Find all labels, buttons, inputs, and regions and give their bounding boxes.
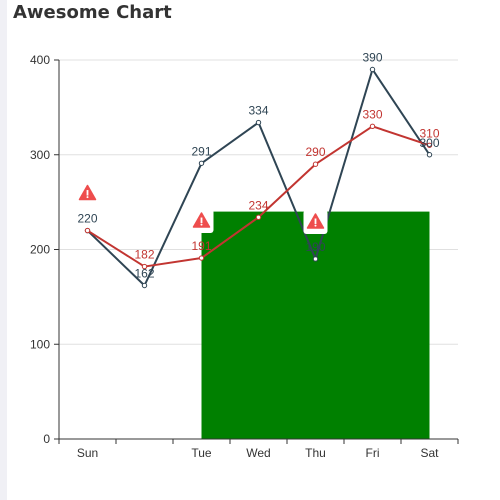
- data-label: 191: [191, 239, 211, 253]
- chart-title: Awesome Chart: [13, 2, 172, 23]
- data-label: 390: [362, 50, 382, 64]
- series-point: [369, 66, 376, 73]
- data-label: 310: [419, 126, 439, 140]
- x-tick-label: Sun: [77, 446, 98, 460]
- data-label: 330: [362, 107, 382, 121]
- series-point: [312, 161, 319, 167]
- mark-area: [201, 211, 430, 439]
- mark-points: [75, 181, 328, 234]
- series-point: [426, 152, 433, 158]
- x-tick-label: Fri: [366, 446, 380, 460]
- series-point: [312, 256, 319, 262]
- x-tick-label: Thu: [305, 446, 326, 460]
- warning-mark-dot: [86, 196, 89, 199]
- data-label: 220: [77, 212, 97, 226]
- mark-point-pin: [303, 209, 328, 234]
- y-tick-label: 100: [30, 337, 50, 351]
- data-label: 300: [419, 136, 439, 150]
- y-tick-label: 200: [30, 243, 50, 257]
- series-lines: [84, 66, 433, 289]
- y-tick-label: 400: [30, 53, 50, 67]
- series-point: [198, 255, 205, 261]
- series-point: [198, 160, 205, 166]
- series-point: [141, 282, 148, 289]
- series-point: [426, 142, 433, 148]
- mark-point-pin: [189, 209, 214, 234]
- warning-mark-dot: [314, 224, 317, 227]
- y-tick-label: 300: [30, 148, 50, 162]
- series-point: [141, 263, 148, 270]
- series-point: [255, 214, 262, 220]
- x-tick-label: Sat: [420, 446, 439, 460]
- x-tick-label: Wed: [246, 446, 270, 460]
- data-label: 291: [191, 144, 211, 158]
- data-label: 334: [248, 104, 268, 118]
- data-label: 182: [134, 248, 154, 262]
- warning-mark-dot: [200, 223, 203, 226]
- axes: 0 100 200 300 400 Sun Tue Wed Thu Fri Sat: [30, 53, 459, 460]
- warning-mark-stem: [86, 190, 89, 196]
- series-point: [369, 123, 376, 130]
- data-label: 290: [305, 145, 325, 159]
- data-label: 234: [248, 198, 268, 212]
- y-tick-label: 0: [43, 432, 50, 446]
- series-point: [84, 227, 91, 234]
- x-tick-label: Tue: [191, 446, 212, 460]
- data-label: 162: [134, 267, 154, 281]
- mark-point-pin: [75, 181, 100, 206]
- data-label: 190: [305, 240, 325, 254]
- warning-mark-stem: [314, 218, 317, 224]
- data-labels: 220 162 291 334 190 390 300 182 191 234 290 330 310: [77, 50, 439, 280]
- mark-area-rect: [201, 211, 430, 439]
- series-point: [255, 119, 262, 126]
- page-edge-strip: [0, 0, 7, 500]
- warning-mark-stem: [200, 217, 203, 224]
